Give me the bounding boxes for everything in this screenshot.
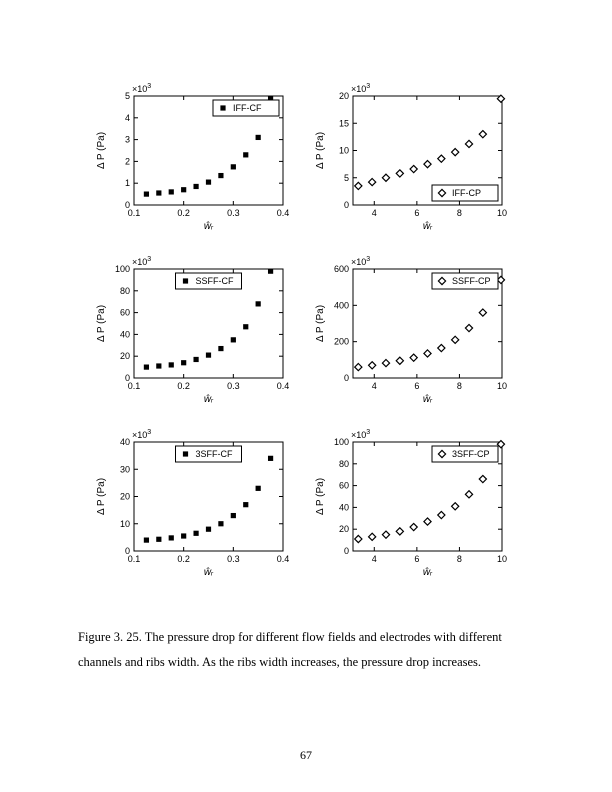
legend: 3SFF-CF — [176, 446, 242, 462]
chart-panel-3sff-cp: 46810020406080100×103Δ P (Pa)ŵᵣ3SFF-CP — [309, 426, 510, 581]
svg-text:200: 200 — [334, 337, 349, 347]
svg-text:20: 20 — [120, 351, 130, 361]
svg-text:0.3: 0.3 — [227, 208, 240, 218]
svg-text:80: 80 — [120, 286, 130, 296]
svg-text:Δ P (Pa): Δ P (Pa) — [315, 478, 326, 515]
svg-text:0.2: 0.2 — [177, 554, 190, 564]
svg-text:20: 20 — [339, 91, 349, 101]
svg-text:6: 6 — [414, 381, 419, 391]
svg-text:10: 10 — [497, 381, 507, 391]
page-number: 67 — [0, 748, 612, 763]
svg-text:0: 0 — [344, 373, 349, 383]
legend: SSFF-CF — [176, 273, 242, 289]
svg-text:ŵᵣ: ŵᵣ — [204, 567, 214, 578]
svg-text:0.3: 0.3 — [227, 554, 240, 564]
svg-text:2: 2 — [125, 156, 130, 166]
figure-caption: Figure 3. 25. The pressure drop for diff… — [78, 625, 534, 675]
svg-text:0: 0 — [125, 200, 130, 210]
svg-text:5: 5 — [125, 91, 130, 101]
svg-text:Δ P (Pa): Δ P (Pa) — [96, 478, 107, 515]
svg-text:6: 6 — [414, 554, 419, 564]
svg-text:60: 60 — [120, 308, 130, 318]
chart-panel-3sff-cf: 0.10.20.30.4010203040×103Δ P (Pa)ŵᵣ3SFF-… — [90, 426, 291, 581]
svg-text:×103: ×103 — [132, 83, 151, 94]
svg-text:ŵᵣ: ŵᵣ — [423, 221, 433, 232]
svg-text:10: 10 — [497, 554, 507, 564]
svg-text:1: 1 — [125, 178, 130, 188]
svg-text:ŵᵣ: ŵᵣ — [204, 394, 214, 405]
svg-text:×103: ×103 — [351, 429, 370, 440]
svg-text:4: 4 — [372, 381, 377, 391]
svg-text:100: 100 — [334, 437, 349, 447]
legend: IFF-CP — [432, 185, 498, 201]
svg-text:3SFF-CP: 3SFF-CP — [452, 449, 490, 459]
chart-panel-iff-cp: 4 6 8 10 0 5 10 15 20×103 Δ P (Pa) ŵᵣ IFF-CP — [309, 80, 510, 235]
legend: IFF-CF — [213, 100, 279, 116]
svg-text:6: 6 — [414, 208, 419, 218]
svg-text:×103: ×103 — [351, 256, 370, 267]
svg-text:8: 8 — [457, 381, 462, 391]
svg-text:600: 600 — [334, 264, 349, 274]
svg-text:Δ P (Pa): Δ P (Pa) — [315, 305, 326, 342]
figure-grid: 0.10.20.30.4012345×103Δ P (Pa)ŵᵣIFF-CF46… — [90, 80, 510, 581]
svg-text:10: 10 — [339, 146, 349, 156]
svg-text:4: 4 — [372, 208, 377, 218]
svg-text:30: 30 — [120, 464, 130, 474]
legend: 3SFF-CP — [432, 446, 498, 462]
svg-text:3: 3 — [125, 135, 130, 145]
chart-panel-ssff-cf: 0.10.20.30.4020406080100×103Δ P (Pa)ŵᵣSS… — [90, 253, 291, 408]
chart-panel-ssff-cp: 4 6 8 10 0 200 400 600×103 Δ P (Pa) ŵᵣ SSFF-CP — [309, 253, 510, 408]
svg-text:0.2: 0.2 — [177, 208, 190, 218]
chart-panel-iff-cf: 0.10.20.30.4012345×103Δ P (Pa)ŵᵣIFF-CF — [90, 80, 291, 235]
svg-text:×103: ×103 — [351, 83, 370, 94]
svg-text:IFF-CP: IFF-CP — [452, 188, 481, 198]
svg-text:×103: ×103 — [132, 429, 151, 440]
svg-text:40: 40 — [120, 437, 130, 447]
svg-text:8: 8 — [457, 554, 462, 564]
svg-text:400: 400 — [334, 300, 349, 310]
legend: SSFF-CP — [432, 273, 498, 289]
svg-text:100: 100 — [115, 264, 130, 274]
svg-text:0: 0 — [125, 373, 130, 383]
svg-text:0: 0 — [125, 546, 130, 556]
svg-text:8: 8 — [457, 208, 462, 218]
svg-text:Δ P (Pa): Δ P (Pa) — [96, 305, 107, 342]
svg-text:20: 20 — [339, 524, 349, 534]
svg-text:80: 80 — [339, 459, 349, 469]
svg-text:0: 0 — [344, 200, 349, 210]
svg-text:×103: ×103 — [132, 256, 151, 267]
svg-text:SSFF-CP: SSFF-CP — [452, 276, 491, 286]
svg-text:0: 0 — [344, 546, 349, 556]
svg-text:40: 40 — [120, 329, 130, 339]
svg-text:15: 15 — [339, 118, 349, 128]
svg-text:60: 60 — [339, 481, 349, 491]
svg-text:0.4: 0.4 — [277, 554, 290, 564]
svg-text:Δ P (Pa): Δ P (Pa) — [96, 132, 107, 169]
svg-text:IFF-CF: IFF-CF — [233, 103, 262, 113]
svg-text:ŵᵣ: ŵᵣ — [423, 567, 433, 578]
svg-text:0.2: 0.2 — [177, 381, 190, 391]
svg-text:10: 10 — [497, 208, 507, 218]
svg-text:40: 40 — [339, 502, 349, 512]
svg-text:5: 5 — [344, 173, 349, 183]
svg-text:4: 4 — [125, 113, 130, 123]
svg-text:Δ P (Pa): Δ P (Pa) — [315, 132, 326, 169]
svg-text:ŵᵣ: ŵᵣ — [423, 394, 433, 405]
svg-text:ŵᵣ: ŵᵣ — [204, 221, 214, 232]
svg-text:20: 20 — [120, 492, 130, 502]
svg-text:0.3: 0.3 — [227, 381, 240, 391]
svg-text:3SFF-CF: 3SFF-CF — [196, 449, 234, 459]
svg-text:SSFF-CF: SSFF-CF — [196, 276, 234, 286]
svg-text:4: 4 — [372, 554, 377, 564]
svg-text:10: 10 — [120, 519, 130, 529]
svg-text:0.4: 0.4 — [277, 208, 290, 218]
svg-text:0.4: 0.4 — [277, 381, 290, 391]
